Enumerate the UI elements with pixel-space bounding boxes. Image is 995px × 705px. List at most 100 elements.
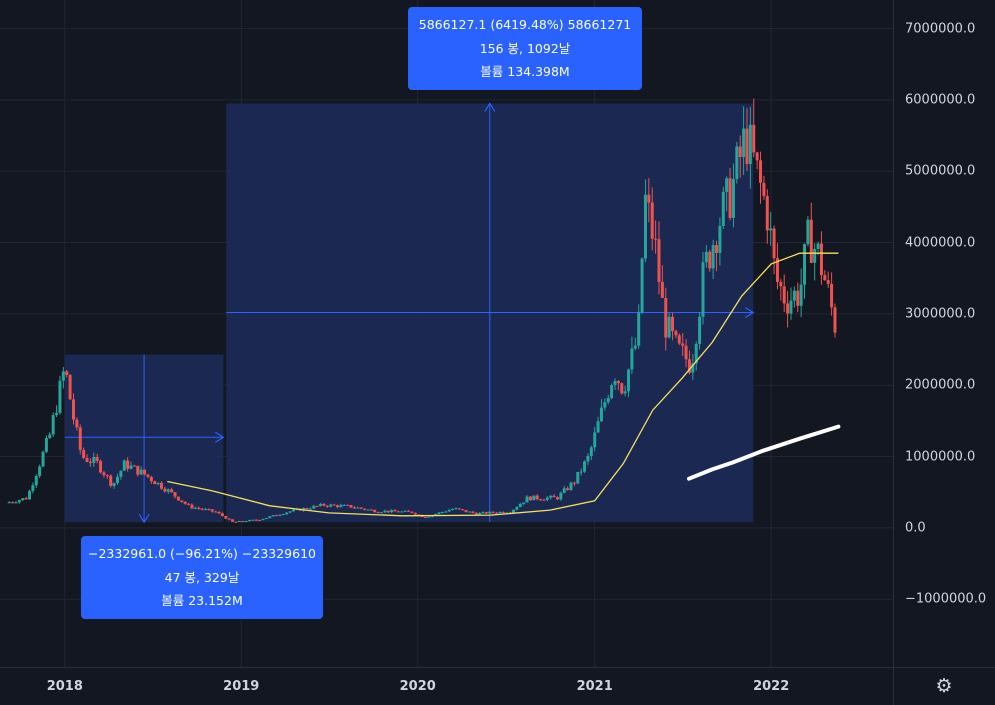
- candle-down: [572, 482, 576, 484]
- candle-down: [85, 457, 89, 462]
- candle-up: [596, 421, 600, 433]
- candle-down: [396, 511, 400, 513]
- candle-up: [308, 508, 312, 510]
- candle-up: [569, 482, 573, 490]
- candle-up: [139, 469, 143, 475]
- candle-up: [603, 402, 607, 408]
- candle-up: [247, 520, 251, 522]
- candle-down: [136, 465, 140, 475]
- candle-down: [325, 505, 329, 507]
- candle-down: [332, 504, 336, 506]
- candle-down: [217, 511, 221, 514]
- candle-down: [170, 489, 174, 493]
- candle-up: [58, 380, 62, 413]
- y-tick-label: 0.0: [905, 520, 926, 536]
- candle-up: [627, 369, 631, 392]
- candle-up: [27, 490, 31, 500]
- candle-up: [329, 504, 333, 507]
- candle-down: [149, 476, 153, 482]
- candle-up: [467, 511, 471, 513]
- candle-up: [522, 502, 526, 504]
- candle-down: [484, 512, 488, 514]
- candle-down: [173, 492, 177, 497]
- candle-down: [369, 509, 373, 511]
- candle-down: [833, 307, 837, 333]
- candle-up: [593, 432, 597, 448]
- candle-up: [725, 178, 729, 192]
- candle-down: [224, 516, 228, 519]
- candle-up: [549, 495, 553, 498]
- candle-down: [99, 460, 103, 473]
- candle-down: [677, 335, 681, 344]
- candle-up: [339, 505, 343, 508]
- candle-down: [335, 505, 339, 508]
- candle-up: [731, 179, 735, 218]
- candle-down: [234, 521, 238, 523]
- candle-down: [180, 500, 184, 502]
- candle-down: [647, 194, 651, 203]
- candle-down: [153, 481, 157, 485]
- y-tick-label: 2000000.0: [905, 377, 976, 393]
- candle-up: [532, 495, 536, 501]
- candle-up: [576, 471, 580, 484]
- candle-down: [539, 499, 543, 501]
- measure-2-change: 5866127.1 (6419.48%) 58661271: [418, 17, 632, 32]
- y-tick-label: 6000000.0: [905, 92, 976, 108]
- candle-down: [660, 281, 664, 298]
- candle-down: [65, 371, 69, 375]
- candle-up: [545, 497, 549, 500]
- candle-down: [495, 512, 499, 514]
- y-tick-label: 3000000.0: [905, 306, 976, 322]
- candle-up: [748, 124, 752, 164]
- candle-up: [704, 251, 708, 263]
- settings-gear-icon[interactable]: ⚙: [935, 675, 953, 697]
- candle-up: [454, 508, 458, 510]
- candle-down: [471, 511, 475, 513]
- candle-down: [775, 258, 779, 282]
- candle-up: [803, 244, 807, 285]
- candle-down: [687, 359, 691, 373]
- candle-up: [21, 498, 25, 501]
- candle-down: [752, 124, 756, 153]
- candle-up: [789, 300, 793, 314]
- candle-down: [796, 290, 800, 306]
- candle-up: [17, 500, 21, 503]
- candle-up: [383, 510, 387, 513]
- candle-down: [464, 509, 468, 512]
- measure-1-volume: 볼륨 23.152M: [161, 593, 243, 608]
- candle-up: [698, 316, 702, 345]
- candle-down: [552, 495, 556, 498]
- candle-down: [474, 512, 478, 515]
- candle-up: [61, 371, 65, 381]
- candle-up: [92, 457, 96, 463]
- candle-up: [38, 466, 42, 476]
- candle-down: [373, 509, 377, 513]
- candle-down: [681, 343, 685, 346]
- candle-up: [643, 194, 647, 259]
- candles: [7, 98, 837, 523]
- candle-down: [772, 228, 776, 259]
- candle-down: [762, 182, 766, 197]
- candle-down: [782, 286, 786, 304]
- measure-1-bars: 47 봉, 329날: [164, 569, 240, 585]
- candle-up: [119, 470, 123, 477]
- measure-1-change: −2332961.0 (−96.21%) −23329610: [87, 546, 316, 561]
- candle-down: [143, 469, 147, 475]
- candle-down: [654, 238, 658, 240]
- x-tick-label: 2021: [576, 679, 613, 694]
- candle-up: [122, 460, 126, 471]
- candle-down: [227, 518, 231, 520]
- candle-down: [542, 499, 546, 501]
- candle-down: [349, 505, 353, 508]
- candle-down: [620, 383, 624, 394]
- candle-up: [562, 488, 566, 493]
- x-tick-label: 2022: [753, 679, 790, 694]
- candle-down: [501, 511, 505, 513]
- indicator-lines: [167, 252, 841, 517]
- candle-up: [742, 128, 746, 158]
- candle-down: [109, 475, 113, 486]
- candle-down: [105, 475, 109, 477]
- candle-up: [630, 348, 634, 370]
- candle-up: [390, 510, 394, 513]
- candle-down: [231, 519, 235, 522]
